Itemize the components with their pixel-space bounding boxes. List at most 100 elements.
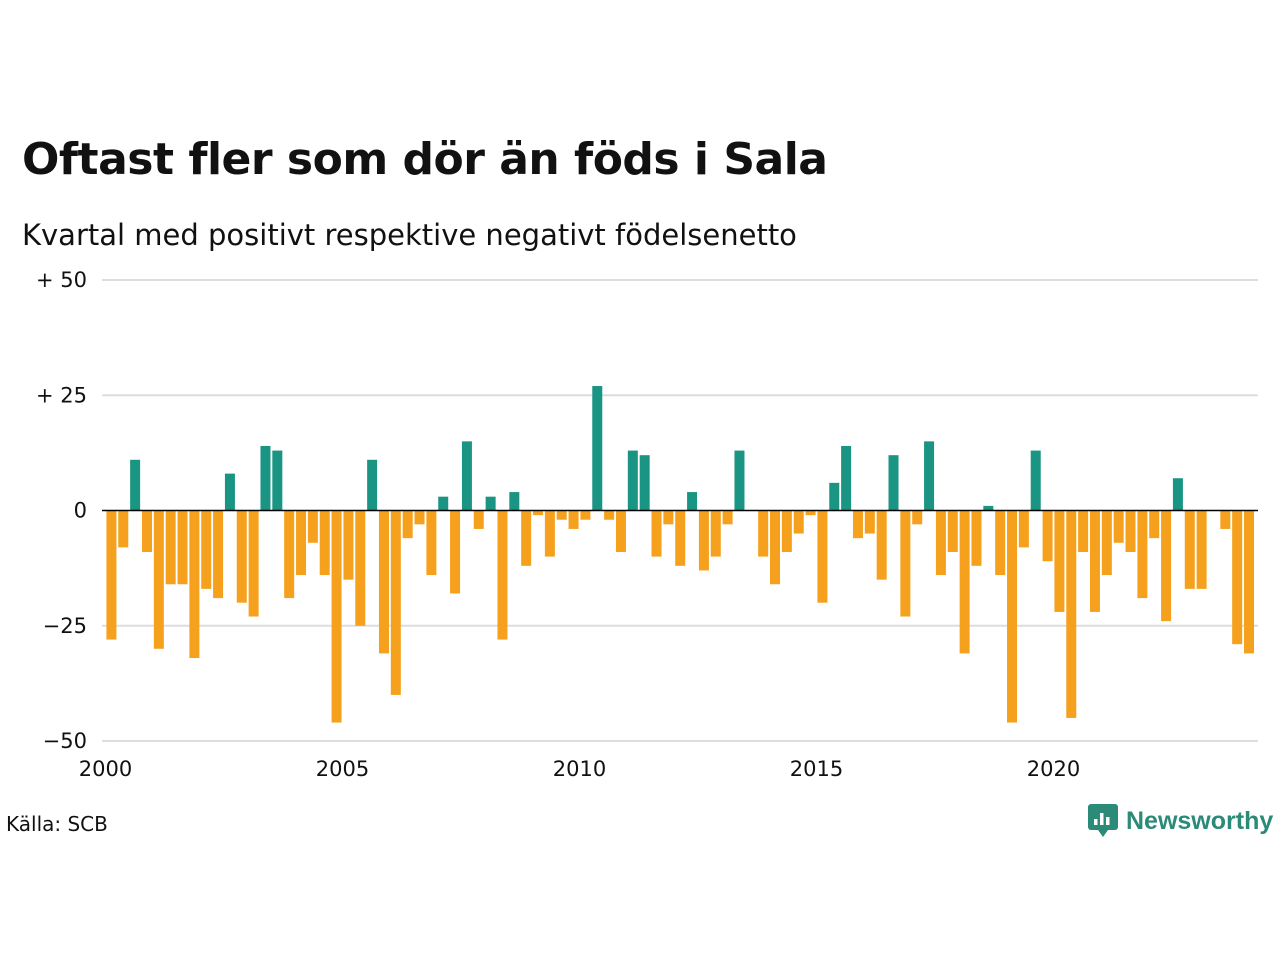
bar-negative [852, 510, 863, 539]
bar-negative [817, 510, 828, 603]
brand-logo: Newsworthy [1088, 804, 1273, 838]
bar-positive [829, 482, 840, 511]
bar-negative [781, 510, 792, 552]
bar-negative [165, 510, 176, 585]
bar-negative [201, 510, 212, 589]
bar-negative [153, 510, 164, 649]
bar-negative [1125, 510, 1136, 552]
bar-negative [1244, 510, 1255, 654]
bar-positive [734, 450, 745, 511]
bar-negative [793, 510, 804, 534]
chart-title: Oftast fler som dör än föds i Sala [22, 134, 828, 185]
tick-labels: + 50 + 25 0 −25 −50 2000 2005 2010 2015 2020 [36, 268, 1080, 781]
bar-negative [1101, 510, 1112, 576]
y-tick-label: −25 [43, 614, 87, 638]
bar-negative [615, 510, 626, 552]
bar-negative [319, 510, 330, 576]
bar-negative [450, 510, 461, 594]
y-tick-label: 0 [74, 499, 87, 523]
bar-negative [900, 510, 911, 617]
bar-negative [1220, 510, 1231, 529]
bar-negative [1149, 510, 1160, 539]
bar-negative [805, 510, 816, 516]
bar-positive [130, 459, 141, 511]
bar-negative [497, 510, 508, 640]
bar-negative [213, 510, 224, 599]
bar-negative [556, 510, 567, 520]
bar-negative [698, 510, 709, 571]
bar-negative [758, 510, 769, 557]
bar-negative [1007, 510, 1018, 723]
bar-negative [604, 510, 615, 520]
y-tick-label: + 50 [36, 268, 87, 292]
y-tick-label: −50 [43, 729, 87, 753]
bar-negative [284, 510, 295, 599]
bar-negative [296, 510, 307, 576]
bar-negative [118, 510, 129, 548]
bar-negative [106, 510, 117, 640]
bar-negative [663, 510, 674, 525]
bar-positive [627, 450, 638, 511]
bar-positive [260, 445, 271, 511]
bar-negative [1113, 510, 1124, 543]
bar-negative [1232, 510, 1243, 645]
bar-negative [177, 510, 188, 585]
bar-negative [426, 510, 437, 576]
bar-negative [995, 510, 1006, 576]
x-tick-label: 2000 [79, 757, 132, 781]
y-tick-label: + 25 [36, 383, 87, 407]
newsworthy-logo-icon [1088, 804, 1118, 837]
bar-negative [189, 510, 200, 659]
bar-negative [710, 510, 721, 557]
bars [106, 386, 1255, 723]
bar-positive [639, 455, 650, 511]
bar-negative [722, 510, 733, 525]
bar-negative [533, 510, 544, 516]
bar-negative [355, 510, 366, 626]
bar-negative [568, 510, 579, 529]
bar-negative [331, 510, 342, 723]
bar-negative [402, 510, 413, 539]
bar-negative [971, 510, 982, 566]
bar-negative [770, 510, 781, 585]
bar-negative [236, 510, 247, 603]
bar-negative [876, 510, 887, 580]
chart-subtitle: Kvartal med positivt respektive negativt… [22, 218, 797, 252]
bar-negative [912, 510, 923, 525]
bar-negative [307, 510, 318, 543]
bar-positive [224, 473, 235, 511]
bar-negative [675, 510, 686, 566]
bar-positive [924, 441, 935, 511]
bar-negative [544, 510, 555, 557]
bar-negative [378, 510, 389, 654]
x-tick-label: 2020 [1027, 757, 1080, 781]
gridlines [102, 279, 1258, 742]
bar-positive [841, 445, 852, 511]
bar-positive [367, 459, 378, 511]
bar-positive [687, 492, 698, 511]
bar-negative [935, 510, 946, 576]
x-tick-label: 2010 [553, 757, 606, 781]
bar-negative [651, 510, 662, 557]
bar-chart: + 50 + 25 0 −25 −50 2000 2005 2010 2015 2020 [36, 268, 1258, 781]
bar-negative [947, 510, 958, 552]
bar-negative [580, 510, 591, 520]
bar-negative [864, 510, 875, 534]
bar-negative [1137, 510, 1148, 599]
bar-negative [473, 510, 484, 529]
bar-positive [592, 386, 603, 511]
bar-negative [248, 510, 259, 617]
bar-positive [1172, 478, 1183, 511]
bar-positive [438, 496, 449, 511]
bar-negative [521, 510, 532, 566]
bar-negative [1054, 510, 1065, 612]
bar-negative [1078, 510, 1089, 552]
bar-positive [509, 492, 520, 511]
x-tick-label: 2015 [790, 757, 843, 781]
brand-name: Newsworthy [1126, 806, 1274, 835]
bar-positive [1030, 450, 1041, 511]
bar-negative [414, 510, 425, 525]
bar-negative [343, 510, 354, 580]
bar-negative [1196, 510, 1207, 589]
x-tick-label: 2005 [316, 757, 369, 781]
